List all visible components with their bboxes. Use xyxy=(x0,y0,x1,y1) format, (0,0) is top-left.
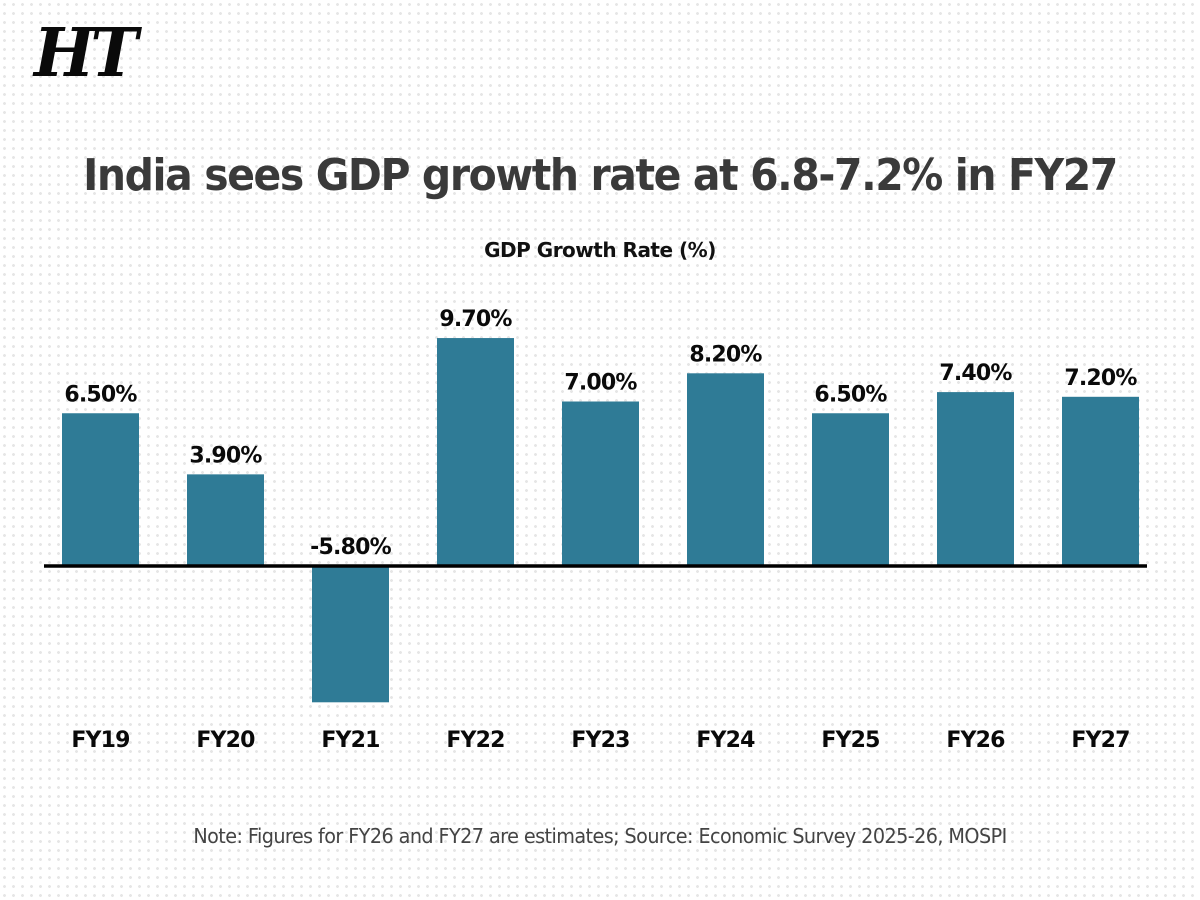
bar-fy23 xyxy=(562,401,639,566)
bar-fy22 xyxy=(437,338,514,566)
data-label-fy22: 9.70% xyxy=(439,307,512,332)
x-tick-label-fy19: FY19 xyxy=(71,728,129,753)
data-label-fy24: 8.20% xyxy=(689,342,762,367)
data-label-fy21: -5.80% xyxy=(310,535,391,560)
data-label-fy27: 7.20% xyxy=(1064,366,1137,391)
data-label-fy23: 7.00% xyxy=(564,371,637,396)
x-tick-label-fy26: FY26 xyxy=(946,728,1005,753)
bar-fy27 xyxy=(1062,396,1139,566)
x-tick-label-fy23: FY23 xyxy=(571,728,629,753)
bar-fy19 xyxy=(62,413,139,566)
x-tick-label-fy27: FY27 xyxy=(1071,728,1129,753)
source-note: Note: Figures for FY26 and FY27 are esti… xyxy=(193,824,1007,848)
bars-group xyxy=(62,338,1139,703)
data-label-fy26: 7.40% xyxy=(939,361,1012,386)
bar-fy20 xyxy=(187,474,264,566)
bar-fy25 xyxy=(812,413,889,566)
x-tick-label-fy24: FY24 xyxy=(696,728,755,753)
ht-logo: HT xyxy=(34,14,138,93)
chart-subtitle: GDP Growth Rate (%) xyxy=(484,238,716,262)
chart-title: India sees GDP growth rate at 6.8-7.2% i… xyxy=(83,150,1118,201)
bar-fy24 xyxy=(687,373,764,566)
x-tick-labels-group: FY19 FY20 FY21 FY22 FY23 FY24 FY25 FY26 FY27 xyxy=(71,728,1130,753)
bar-fy21 xyxy=(312,566,389,703)
bar-fy26 xyxy=(937,392,1014,566)
data-label-fy20: 3.90% xyxy=(189,443,262,468)
data-labels-group: 6.50% 3.90% -5.80% 9.70% 7.00% 8.20% 6.50% 7.40… xyxy=(64,307,1138,560)
data-label-fy19: 6.50% xyxy=(64,382,137,407)
x-tick-label-fy21: FY21 xyxy=(321,728,379,753)
x-tick-label-fy25: FY25 xyxy=(821,728,879,753)
x-tick-label-fy20: FY20 xyxy=(196,728,255,753)
data-label-fy25: 6.50% xyxy=(814,382,887,407)
x-tick-label-fy22: FY22 xyxy=(446,728,504,753)
